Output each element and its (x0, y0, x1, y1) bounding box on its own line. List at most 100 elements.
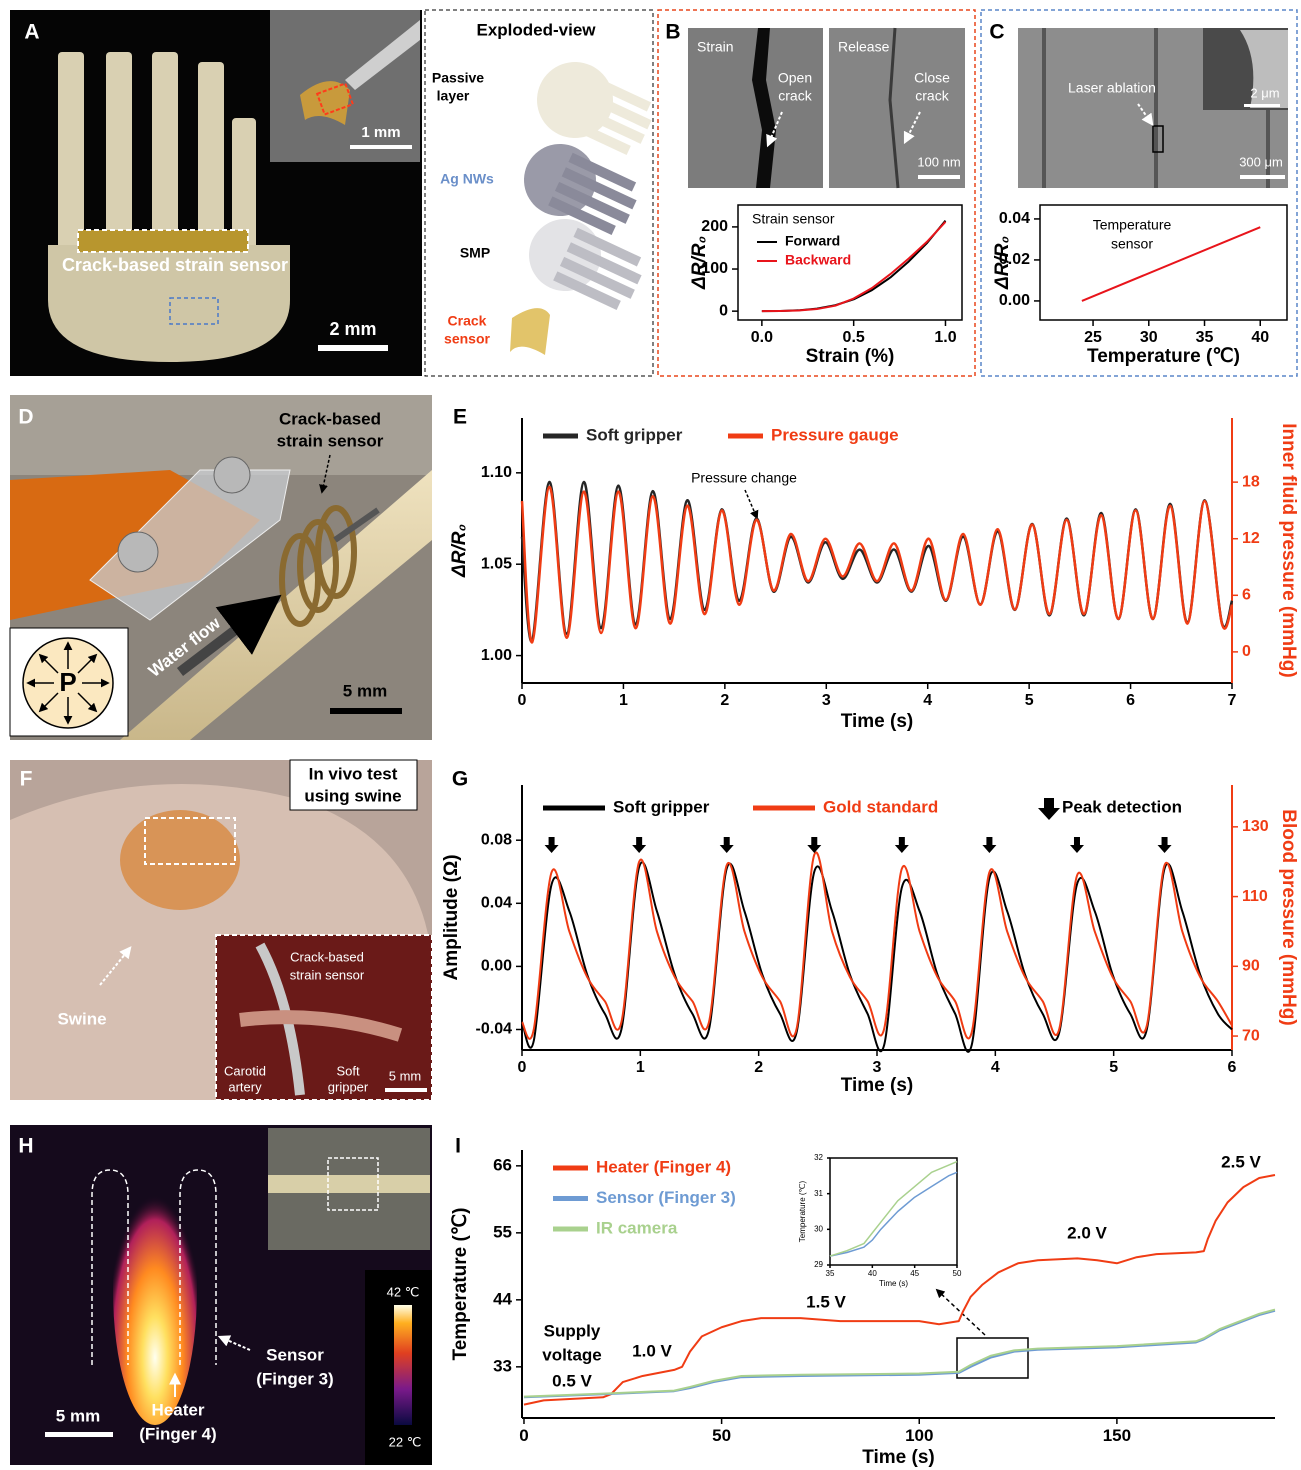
scale-bar (318, 345, 388, 351)
x-tick-label: 50 (712, 1426, 731, 1445)
sensor-box (78, 230, 248, 252)
scale-bar (1240, 175, 1285, 179)
label: Heater (152, 1400, 205, 1419)
label: Exploded-view (476, 20, 596, 39)
y-tick-label: 200 (701, 218, 728, 235)
panel-letter: F (20, 768, 33, 791)
y-tick-label: 0.04 (481, 895, 512, 912)
x-tick-label: 4 (923, 692, 932, 709)
label: Pressure change (691, 470, 797, 486)
label: (Finger 3) (256, 1369, 333, 1388)
x-tick-label: 35 (826, 1269, 835, 1278)
chart (827, 1158, 957, 1268)
label: sensor (1111, 236, 1153, 252)
y-axis-label: ΔR/R₀ (689, 236, 710, 290)
y-tick-label: 55 (493, 1222, 512, 1241)
arrow (745, 490, 757, 518)
y-tick-label: 66 (493, 1155, 512, 1174)
y2-tick-label: 110 (1242, 888, 1268, 905)
x-tick-label: 30 (1140, 329, 1158, 346)
chart (516, 785, 1238, 1056)
y-tick-label: 0.00 (481, 958, 512, 975)
legend-label: Soft gripper (586, 425, 683, 444)
x-tick-label: 0 (518, 692, 527, 709)
panel-c (981, 10, 1297, 376)
label: 2.0 V (1067, 1223, 1107, 1242)
label: P (59, 667, 76, 697)
figure: ABCDEFGHI1 mmCrack-based strain sensor2 … (0, 0, 1301, 1470)
chart (516, 418, 1238, 689)
x-tick-label: 0 (519, 1426, 528, 1445)
y-tick-label: 1.10 (481, 464, 512, 481)
peak-arrow (1070, 837, 1084, 853)
panel-b (658, 10, 975, 376)
label: 5 mm (56, 1406, 100, 1425)
panel-letter: E (453, 406, 467, 429)
y-tick-label: 29 (814, 1260, 823, 1269)
label: 42 ℃ (387, 1284, 420, 1299)
legend-label: Pressure gauge (771, 425, 899, 444)
label: strain sensor (290, 967, 365, 982)
plot-frame (830, 1158, 957, 1265)
label: artery (228, 1079, 262, 1094)
scale-bar (350, 145, 412, 149)
label: Close (914, 70, 950, 86)
label: 1 mm (361, 124, 400, 141)
label: Carotid (224, 1063, 266, 1078)
label: Swine (57, 1009, 106, 1028)
label: 2 μm (1250, 85, 1279, 100)
x-tick-label: 3 (873, 1059, 882, 1076)
x-tick-label: 6 (1126, 692, 1135, 709)
finger (198, 62, 224, 252)
x-tick-label: 1 (619, 692, 628, 709)
x-axis-label: Temperature (℃) (1087, 346, 1240, 367)
panel-letter: I (455, 1135, 461, 1158)
x-tick-label: 2 (720, 692, 729, 709)
label: Passive (432, 70, 484, 86)
x-axis-label: Time (s) (879, 1279, 908, 1288)
y-tick-label: 44 (493, 1289, 512, 1308)
y2-axis-label: Blood pressure (mmHg) (1278, 809, 1299, 1025)
x-tick-label: 5 (1109, 1059, 1118, 1076)
x-tick-label: 40 (1251, 329, 1269, 346)
x-tick-label: 25 (1084, 329, 1102, 346)
y-tick-label: -0.04 (476, 1021, 513, 1038)
label: (Finger 4) (139, 1424, 216, 1443)
x-tick-label: 1 (636, 1059, 645, 1076)
x-tick-label: 4 (991, 1059, 1000, 1076)
panel-letter: H (18, 1135, 33, 1158)
label: Ag NWs (440, 171, 494, 187)
panel-letter: G (452, 768, 468, 791)
label: Temperature (1093, 217, 1172, 233)
x-tick-label: 40 (868, 1269, 877, 1278)
x-tick-label: 2 (754, 1059, 763, 1076)
label: Crack (448, 313, 487, 329)
label: 1.5 V (806, 1292, 846, 1311)
y-axis-label: Temperature (℃) (450, 1208, 471, 1361)
label: Soft (336, 1063, 360, 1078)
y2-tick-label: 90 (1242, 958, 1260, 975)
y-tick-label: 30 (814, 1224, 823, 1233)
finger (152, 52, 178, 252)
label: 300 μm (1239, 154, 1283, 169)
label: 5 mm (389, 1068, 422, 1083)
screw (214, 457, 250, 493)
scale-bar (45, 1432, 113, 1437)
label: Crack-based strain sensor (62, 255, 288, 275)
legend-label: Sensor (Finger 3) (596, 1188, 736, 1207)
x-axis-label: Strain (%) (806, 346, 895, 367)
label: voltage (542, 1345, 602, 1364)
inset-tube (268, 1175, 430, 1193)
label: 2 mm (329, 319, 376, 339)
label: strain sensor (277, 431, 384, 450)
y-tick-label: 0.00 (999, 292, 1030, 309)
label: Supply (544, 1321, 601, 1340)
y-axis-label: ΔR/R₀ (992, 236, 1013, 290)
label: 100 nm (917, 154, 960, 169)
x-axis-label: Time (s) (862, 1447, 935, 1468)
label: In vivo test (309, 764, 398, 783)
label: Laser ablation (1068, 80, 1156, 96)
y-axis-label: Amplitude (Ω) (441, 854, 462, 980)
y-tick-label: 0.08 (481, 831, 512, 848)
peak-arrow (982, 837, 996, 853)
